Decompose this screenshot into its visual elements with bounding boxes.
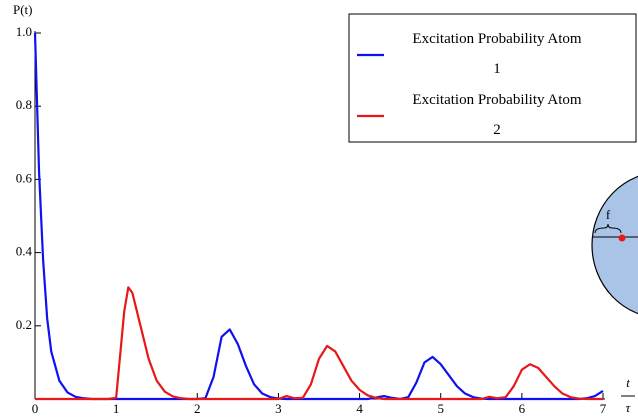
inset-label: f [606, 207, 611, 222]
x-tick-label: 7 [600, 401, 607, 416]
legend-box [348, 13, 637, 143]
inset-dot [618, 234, 626, 242]
legend-label: Excitation Probability Atom 2 [412, 92, 582, 138]
y-tick-label: 0.8 [16, 97, 32, 112]
y-tick-label: 0.2 [16, 317, 32, 332]
x-tick-label: 0 [32, 401, 39, 416]
x-tick-label: 3 [275, 401, 282, 416]
y-tick-label: 0.4 [16, 244, 33, 259]
x-tick-label: 2 [194, 401, 201, 416]
inset-brace [594, 223, 622, 234]
inset-ellipse [591, 175, 638, 315]
y-axis-label: P(t) [13, 2, 33, 17]
x-axis-label: τ [626, 400, 632, 415]
series-line [33, 32, 604, 401]
x-tick-label: 6 [519, 401, 526, 416]
x-tick-label: 1 [113, 401, 120, 416]
series-line [35, 286, 603, 401]
x-tick-label: 5 [437, 401, 444, 416]
legend-label: Excitation Probability Atom 1 [412, 31, 582, 77]
x-axis-label: t [626, 375, 630, 390]
y-tick-label: 0.6 [16, 170, 33, 185]
x-tick-label: 4 [356, 401, 363, 416]
y-tick-label: 1.0 [16, 24, 32, 39]
